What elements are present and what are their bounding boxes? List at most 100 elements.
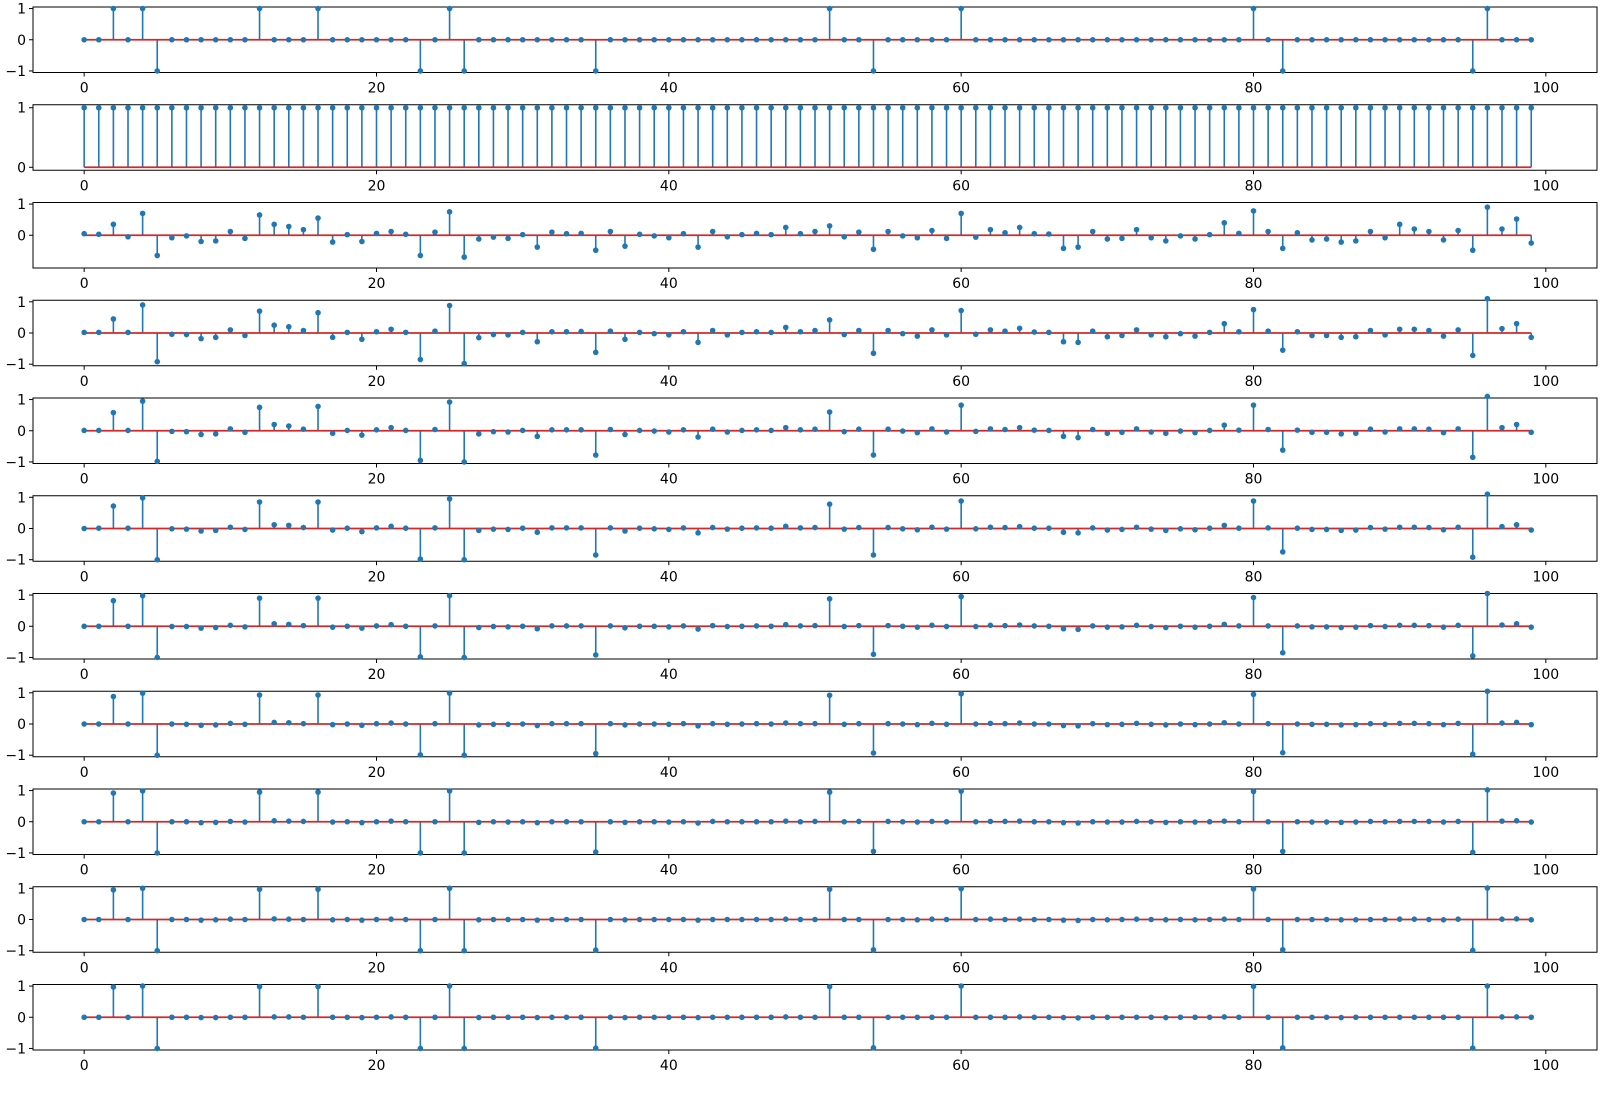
stem-marker <box>1294 1014 1301 1021</box>
stem-marker <box>812 916 818 923</box>
stem-marker <box>695 339 701 346</box>
stem-marker <box>987 327 994 333</box>
stem-marker <box>388 1014 394 1020</box>
stem-marker <box>549 525 555 531</box>
stem-marker <box>724 623 731 630</box>
x-tick-label: 0 <box>80 1058 89 1074</box>
stem-marker <box>300 818 307 825</box>
stem-marker <box>1484 491 1491 497</box>
stem-marker <box>885 104 891 111</box>
stem-marker <box>198 104 204 111</box>
stem-marker <box>709 426 716 432</box>
stem-marker <box>1499 916 1505 922</box>
stem-marker <box>651 916 658 923</box>
stem-marker <box>95 916 102 923</box>
stem-marker <box>1323 819 1330 825</box>
stem-marker <box>344 427 351 434</box>
stem-marker <box>1250 208 1257 214</box>
stem-marker <box>344 1014 351 1021</box>
stem-marker <box>110 5 117 12</box>
stem-marker <box>315 5 321 12</box>
stem-marker <box>1046 104 1052 111</box>
stem-marker <box>1075 339 1081 346</box>
stem-marker <box>797 1014 804 1021</box>
stem-marker <box>1119 332 1125 339</box>
stem-marker <box>885 818 891 825</box>
stem-marker <box>1411 1014 1418 1021</box>
stem-marker <box>1016 523 1023 530</box>
stem-marker <box>402 104 409 111</box>
stem-marker <box>1236 623 1242 629</box>
stem-marker <box>1236 230 1242 237</box>
stem-marker <box>1309 429 1315 436</box>
stem-marker <box>212 238 219 244</box>
stem-marker <box>212 917 219 923</box>
stem-marker <box>1323 1014 1330 1021</box>
stem-marker <box>1367 818 1374 825</box>
stem-marker <box>169 1014 175 1021</box>
stem-marker <box>315 104 321 111</box>
stem-marker <box>563 916 570 923</box>
stem-marker <box>885 327 891 334</box>
stem-marker <box>958 593 964 600</box>
x-tick-label: 60 <box>952 960 970 976</box>
stem-marker <box>972 104 979 111</box>
stem-marker <box>534 1014 541 1021</box>
stem-marker <box>1060 338 1067 345</box>
stem-marker <box>227 622 234 629</box>
stem-marker <box>1338 36 1345 43</box>
stem-marker <box>578 916 584 923</box>
stem-marker <box>724 104 731 111</box>
stem-marker <box>139 5 146 12</box>
stem-marker <box>446 209 453 215</box>
stem-marker <box>782 224 789 231</box>
stem-marker <box>1499 424 1505 431</box>
stem-marker <box>914 819 921 825</box>
stem-marker <box>461 360 467 367</box>
stem-marker <box>680 1014 687 1021</box>
stem-marker <box>826 886 833 893</box>
stem-marker <box>768 623 774 630</box>
stem-marker <box>1294 104 1301 111</box>
stem-marker <box>1309 1014 1315 1021</box>
stem-marker <box>534 338 541 345</box>
stem-marker <box>125 36 131 43</box>
stem-marker <box>622 36 628 43</box>
stem-panel-2: 0 20 40 60 80 100 0 1 <box>17 101 1598 194</box>
stem-marker <box>1484 787 1491 793</box>
stem-marker <box>1367 36 1374 43</box>
stem-marker <box>1440 819 1447 825</box>
stem-marker <box>1016 424 1023 431</box>
stem-marker <box>1192 104 1198 111</box>
stem-marker <box>1060 245 1067 252</box>
stem-marker <box>271 322 277 329</box>
stem-marker <box>1221 916 1228 922</box>
stem-marker <box>1513 818 1520 824</box>
stem-marker <box>666 36 672 43</box>
stem-marker <box>592 104 599 111</box>
stem-marker <box>154 556 161 563</box>
stem-marker <box>929 720 935 727</box>
stem-marker <box>709 327 716 334</box>
stem-marker <box>1338 431 1345 437</box>
stem-marker <box>899 526 906 532</box>
stem-marker <box>1148 429 1154 435</box>
stem-marker <box>154 252 161 259</box>
axes-frame <box>32 104 1598 171</box>
stem-marker <box>1396 221 1403 228</box>
stem-marker <box>856 426 862 432</box>
x-tick-label: 60 <box>952 81 970 97</box>
stem-marker <box>432 104 438 111</box>
stem-marker <box>1367 426 1374 432</box>
stem-marker <box>242 429 248 436</box>
stem-marker <box>198 335 204 342</box>
stem-marker <box>709 720 716 727</box>
stem-marker <box>856 1014 862 1021</box>
stem-marker <box>139 690 146 696</box>
y-tick-label: 1 <box>17 490 26 506</box>
stem-marker <box>1323 624 1330 630</box>
stem-marker <box>1002 1014 1008 1021</box>
stem-marker <box>1221 621 1228 628</box>
stem-marker <box>724 429 731 435</box>
stem-marker <box>578 818 584 825</box>
